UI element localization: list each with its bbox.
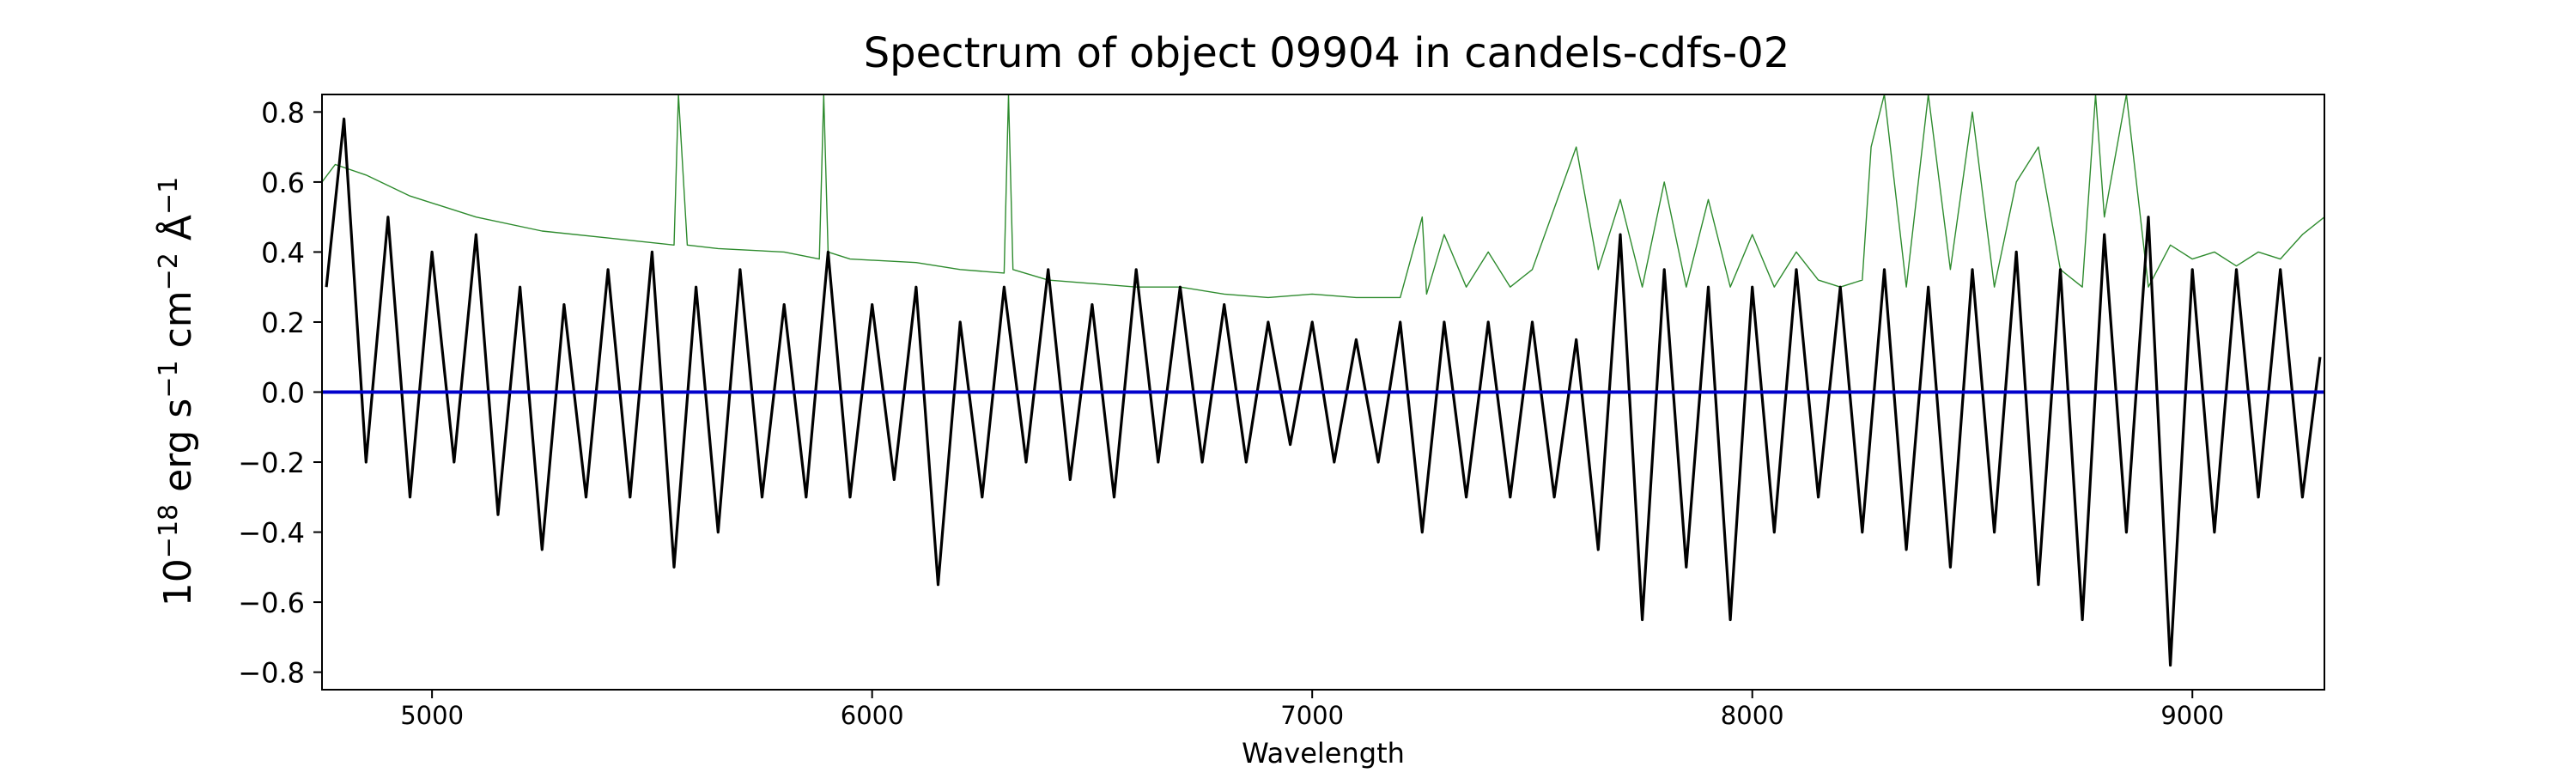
y-axis-label-part: cm [156,290,200,360]
y-axis-label-exponent: −1 [154,177,184,215]
y-tick-label: −0.2 [238,447,305,479]
y-tick-label: 0.8 [261,96,305,129]
y-tick-label: −0.8 [238,657,305,690]
chart-title: Spectrum of object 09904 in candels-cdfs… [864,29,1790,77]
y-axis-label: 10−18 erg s−1 cm−2 Å−1 [154,177,200,606]
y-tick-label: 0.6 [261,167,305,199]
y-tick-label: 0.4 [261,236,305,269]
y-tick-label: −0.6 [238,587,305,619]
y-axis-label-exponent: −2 [154,253,184,290]
x-tick-label: 8000 [1721,701,1784,730]
y-tick-label: 0.2 [261,307,305,339]
y-axis-label-part: erg s [156,399,200,504]
y-axis-ticks: −0.8 −0.6 −0.4 −0.2 0.0 0.2 0.4 0.6 0.8 [238,96,322,690]
x-tick-label: 7000 [1280,701,1344,730]
y-axis-label-part: 10 [156,558,200,606]
x-tick-label: 5000 [400,701,464,730]
x-tick-label: 9000 [2160,701,2224,730]
y-tick-label: 0.0 [261,377,305,410]
x-axis-ticks: 5000 6000 7000 8000 9000 [400,690,2224,730]
y-tick-label: −0.4 [238,517,305,550]
x-tick-label: 6000 [841,701,904,730]
y-axis-label-part: Å [155,215,200,253]
model-series-line [322,94,2324,299]
y-axis-label-exponent: −1 [154,360,184,398]
series-layer [322,94,2324,667]
y-axis-label-exponent: −18 [154,504,184,558]
x-axis-label: Wavelength [1242,737,1405,770]
